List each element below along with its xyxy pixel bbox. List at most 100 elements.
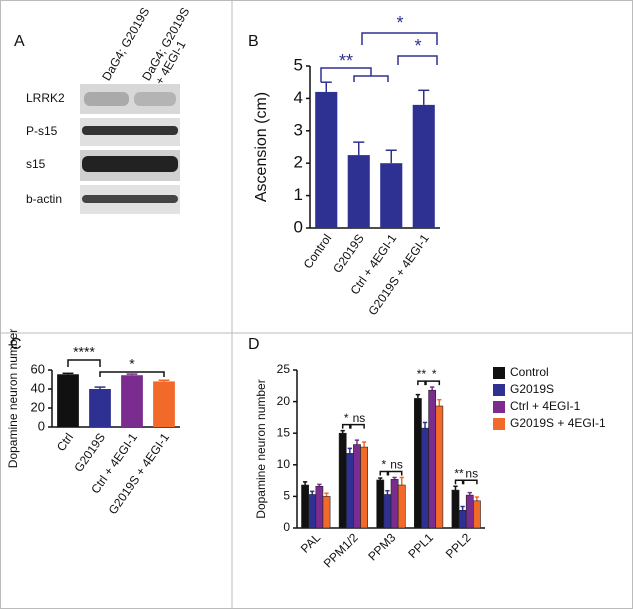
bracket: [425, 380, 441, 386]
annotation: ****: [73, 344, 95, 360]
legend-label: G2019S + 4EGI-1: [510, 416, 606, 430]
bar: [301, 484, 309, 529]
legend-label: G2019S: [510, 382, 554, 396]
x-tick-label: Control: [301, 232, 335, 272]
bar: [360, 446, 368, 529]
bar: [315, 485, 324, 529]
bar: [428, 389, 437, 529]
legend-swatch: [493, 384, 505, 396]
bracket: [350, 423, 365, 429]
annotation: *: [129, 356, 135, 372]
band: [82, 126, 178, 135]
y-tick-label: 10: [277, 457, 291, 471]
y-tick-label: 5: [294, 55, 303, 74]
annotation: ns: [353, 411, 366, 425]
legend-swatch: [493, 418, 505, 430]
x-tick-label: G2019S + 4EGI-1: [106, 430, 173, 517]
bracket: [341, 423, 351, 429]
bracket: [99, 371, 165, 377]
y-axis-label: Dopamine neuron number: [254, 379, 268, 518]
legend-swatch: [493, 401, 505, 413]
bracket: [353, 75, 389, 82]
bar: [465, 494, 474, 529]
band: [84, 92, 129, 106]
band: [134, 92, 176, 106]
bracket: [397, 55, 438, 65]
bracket: [67, 359, 101, 367]
annotation: *: [382, 458, 387, 472]
x-tick-label: G2019S + 4EGI-1: [365, 231, 432, 318]
annotation: ns: [465, 466, 478, 480]
bar: [121, 375, 143, 427]
bracket: [417, 380, 426, 386]
bar: [383, 494, 392, 529]
blot: [80, 84, 180, 214]
row-label: LRRK2: [26, 91, 65, 105]
bar: [397, 484, 406, 529]
panel-label: D: [248, 336, 260, 353]
y-tick-label: 20: [31, 399, 45, 414]
annotation: *: [432, 367, 437, 381]
bracket: [387, 470, 403, 476]
bar: [338, 432, 347, 529]
bar: [435, 405, 444, 529]
annotation: **: [417, 367, 427, 381]
bar: [458, 510, 467, 529]
row-label: s15: [26, 157, 46, 171]
y-tick-label: 0: [38, 418, 45, 433]
annotation: ns: [390, 458, 403, 472]
bracket: [462, 479, 478, 485]
y-tick-label: 20: [277, 394, 291, 408]
bar: [89, 389, 111, 427]
bar: [353, 444, 361, 529]
x-tick-label: PPM1/2: [321, 530, 361, 570]
panel-label: B: [248, 33, 259, 50]
y-tick-label: 25: [277, 362, 291, 376]
y-tick-label: 40: [31, 380, 45, 395]
bar: [347, 155, 370, 228]
legend-label: Ctrl + 4EGI-1: [510, 399, 581, 413]
y-axis-label: Dopamine neuron number: [6, 329, 20, 468]
bar: [57, 374, 79, 427]
y-tick-label: 15: [277, 425, 291, 439]
annotation: *: [344, 411, 349, 425]
bar: [315, 91, 338, 228]
panel-label: A: [14, 33, 25, 50]
annotation: **: [339, 51, 353, 71]
row-label: b-actin: [26, 192, 62, 206]
x-tick-label: PPL2: [443, 530, 474, 561]
x-tick-label: PAL: [298, 530, 324, 556]
row-label: P-s15: [26, 124, 58, 138]
bar: [414, 398, 422, 529]
annotation: *: [414, 36, 421, 56]
x-tick-label: PPM3: [365, 530, 398, 563]
bracket: [379, 470, 389, 476]
band: [82, 156, 178, 172]
bar: [345, 453, 354, 529]
legend-label: Control: [510, 365, 549, 379]
bar: [421, 427, 429, 529]
bar: [153, 381, 175, 427]
y-tick-label: 60: [31, 361, 45, 376]
panel-label: C: [10, 336, 22, 353]
y-tick-label: 3: [294, 120, 303, 139]
bar: [322, 496, 331, 529]
bar: [380, 163, 403, 228]
legend-swatch: [493, 367, 505, 379]
bar: [473, 500, 481, 529]
band: [82, 195, 178, 203]
bracket: [361, 32, 438, 45]
y-axis-label: Ascension (cm): [253, 92, 270, 202]
bar: [451, 489, 460, 529]
y-tick-label: 2: [294, 153, 303, 172]
annotation: *: [396, 13, 403, 33]
bracket: [320, 67, 372, 82]
y-tick-label: 4: [294, 88, 303, 107]
y-tick-label: 1: [294, 185, 303, 204]
x-tick-label: Ctrl: [54, 431, 76, 454]
bar: [412, 104, 435, 228]
y-tick-label: 0: [294, 217, 303, 236]
annotation: **: [454, 466, 464, 480]
bar: [390, 479, 399, 529]
